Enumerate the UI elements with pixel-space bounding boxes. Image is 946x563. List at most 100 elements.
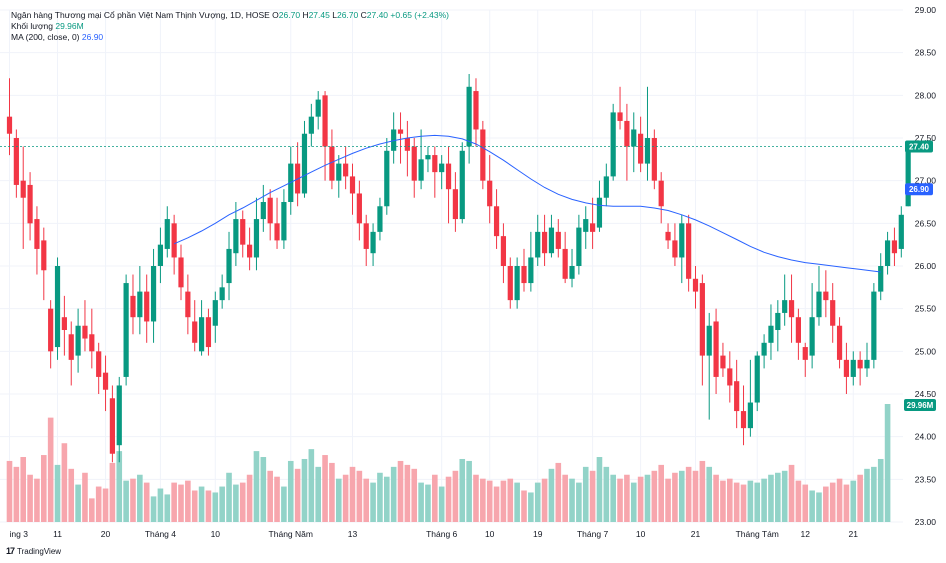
- symbol-title[interactable]: Ngân hàng Thương mại Cổ phần Việt Nam Th…: [11, 10, 270, 20]
- candle-body: [274, 223, 280, 241]
- candle-body: [253, 219, 260, 258]
- volume-bar: [150, 496, 157, 522]
- price-tick-label: 26.50: [915, 218, 937, 228]
- volume-bar: [260, 457, 267, 522]
- volume-bar: [775, 472, 781, 522]
- candle-body: [75, 325, 81, 356]
- candle-body: [734, 381, 740, 412]
- volume-bar: [445, 476, 452, 522]
- candle-body: [198, 317, 205, 352]
- candle-body: [418, 159, 424, 181]
- volume-bar: [788, 464, 795, 522]
- candle-body: [82, 325, 88, 339]
- price-tick-label: 28.00: [915, 90, 937, 100]
- volume-bar: [665, 478, 671, 522]
- volume-bar: [191, 490, 198, 522]
- candle-body: [150, 266, 157, 322]
- candle-body: [699, 283, 705, 356]
- volume-bar: [397, 460, 404, 522]
- price-tick-label: 24.50: [915, 389, 937, 399]
- candle-body: [247, 244, 253, 258]
- price-tick-label: 25.00: [915, 346, 937, 356]
- time-tick-label: 19: [533, 529, 543, 539]
- volume-bar: [68, 468, 75, 522]
- volume-bar: [75, 484, 81, 522]
- volume-bar: [548, 468, 555, 522]
- low-label: L: [332, 10, 337, 20]
- candle-body: [205, 317, 212, 348]
- candle-body: [487, 180, 493, 207]
- candle-body: [624, 120, 630, 147]
- candle-body: [13, 138, 19, 185]
- candle-body: [644, 138, 651, 164]
- volume-bar: [212, 492, 219, 522]
- candle-body: [816, 291, 822, 318]
- volume-bar: [438, 486, 445, 522]
- last-price-label-bg: [905, 140, 933, 153]
- volume-bar: [239, 482, 246, 522]
- candle-body: [768, 325, 774, 343]
- tradingview-brand[interactable]: 17 TradingView: [6, 546, 61, 556]
- volume-bar: [699, 460, 706, 522]
- volume-bar: [480, 478, 486, 522]
- candle-body: [404, 138, 410, 151]
- volume-bar: [27, 474, 33, 522]
- volume-bar: [329, 462, 335, 522]
- volume-bar: [308, 449, 315, 522]
- volume-bar: [322, 455, 328, 522]
- candle-body: [528, 257, 534, 284]
- candle-body: [610, 112, 616, 177]
- candle-body: [109, 398, 115, 454]
- candle-body: [185, 291, 191, 318]
- candle-body: [20, 180, 26, 198]
- volume-bar: [130, 478, 136, 522]
- ma-200-line: [173, 134, 881, 273]
- volume-bar: [294, 468, 301, 522]
- volume-bar: [20, 457, 27, 522]
- time-tick-label: Tháng 7: [577, 529, 608, 539]
- candle-body: [459, 150, 465, 220]
- time-tick-label: 21: [849, 529, 859, 539]
- volume-bar: [349, 466, 356, 522]
- legend-ma-row[interactable]: MA (200, close, 0) 26.90: [11, 32, 449, 43]
- candle-body: [775, 312, 781, 330]
- open-label: O: [272, 10, 279, 20]
- volume-bar: [747, 480, 754, 522]
- volume-bar: [109, 462, 116, 522]
- price-axis[interactable]: 29.00 28.50 28.00 27.50 27.00 26.50 26.00 25.50…: [915, 5, 937, 527]
- candle-body: [905, 146, 911, 207]
- legend-volume-row[interactable]: Khối lượng 29.96M: [11, 21, 449, 32]
- candle-body: [301, 133, 308, 194]
- candle-body: [836, 325, 843, 360]
- volume-bar: [54, 464, 61, 522]
- candle-body: [123, 283, 129, 377]
- volume-bar: [233, 484, 239, 522]
- ma-price-label: 26.90: [909, 185, 930, 194]
- candle-body: [6, 116, 13, 134]
- volume-bar: [624, 474, 630, 522]
- volume-bar: [363, 478, 370, 522]
- candle-body: [535, 231, 541, 258]
- candle-body: [802, 347, 808, 360]
- price-tick-label: 29.00: [915, 5, 937, 15]
- candle-body: [192, 321, 198, 343]
- volume-bar: [706, 466, 713, 522]
- candle-body: [144, 291, 150, 322]
- volume-bar: [281, 486, 287, 522]
- candle-body: [68, 334, 74, 360]
- candle-body: [576, 227, 582, 266]
- candle-body: [439, 163, 445, 173]
- candle-body: [857, 359, 863, 369]
- time-axis[interactable]: ing 3 11 20 Tháng 4 10 Tháng Năm 13 Tháng 6 10 19…: [10, 529, 859, 539]
- high-label: H: [302, 10, 309, 20]
- legend-ohlc-row: Ngân hàng Thương mại Cổ phần Việt Nam Th…: [11, 10, 449, 21]
- close-value: 27.40: [366, 10, 389, 20]
- volume-bar: [802, 484, 809, 522]
- volume-bar: [514, 482, 520, 522]
- candle-body: [178, 257, 184, 288]
- candle-body: [329, 146, 335, 181]
- high-value: 27.45: [308, 10, 330, 20]
- volume-bar: [884, 404, 891, 522]
- candle-body: [871, 291, 877, 360]
